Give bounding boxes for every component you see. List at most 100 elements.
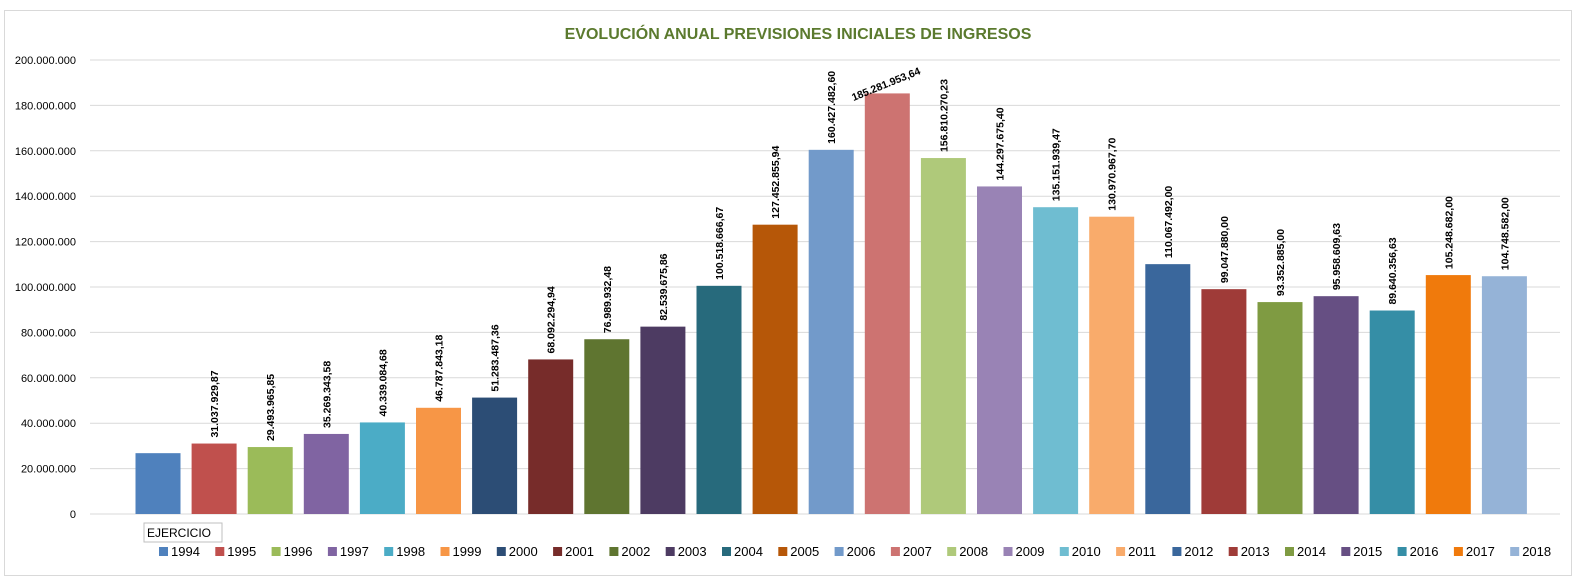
bar-2003	[640, 326, 686, 514]
legend-item-2006: 2006	[834, 544, 876, 559]
legend-label: 2011	[1128, 544, 1156, 559]
y-tick-label: 40.000.000	[21, 418, 76, 430]
legend-label: 2010	[1072, 544, 1101, 559]
legend-item-2000: 2000	[496, 544, 538, 559]
legend-swatch	[553, 547, 563, 556]
legend-item-1997: 1997	[327, 544, 369, 559]
data-label-1997: 35.269.343,58	[321, 361, 333, 428]
data-label-1998: 40.339.084,68	[377, 349, 389, 416]
legend-item-1999: 1999	[440, 544, 482, 559]
bar-1994	[135, 453, 181, 514]
legend-label: 2009	[1016, 544, 1045, 559]
legend-swatch	[1453, 547, 1463, 556]
bar-2013	[1201, 289, 1247, 514]
y-tick-label: 140.000.000	[15, 191, 76, 203]
axis-field-box[interactable]	[143, 522, 223, 543]
bar-2016	[1369, 310, 1415, 514]
legend-label: 2007	[903, 544, 932, 559]
data-label-2013: 99.047.880,00	[1219, 216, 1231, 283]
legend-label: 2006	[847, 544, 876, 559]
legend-label: 2003	[678, 544, 707, 559]
legend-label: 1997	[340, 544, 369, 559]
legend-item-1995: 1995	[215, 544, 256, 559]
legend-swatch	[609, 547, 619, 556]
legend-swatch	[1341, 547, 1351, 556]
legend-label: 2016	[1410, 544, 1439, 559]
legend-swatch	[722, 547, 731, 556]
y-tick-label: 160.000.000	[15, 146, 76, 158]
legend-label: 2004	[734, 544, 763, 559]
data-label-2004: 100.518.666,67	[714, 207, 726, 280]
y-tick-label: 0	[70, 509, 76, 521]
legend-label: 2017	[1466, 544, 1495, 559]
data-label-2000: 51.283.487,36	[490, 324, 502, 391]
data-label-2016: 89.640.356,63	[1387, 237, 1399, 304]
legend-item-2012: 2012	[1172, 544, 1213, 559]
legend-label: 1998	[396, 544, 425, 559]
legend-item-2014: 2014	[1285, 544, 1326, 559]
legend-swatch	[947, 547, 957, 556]
bar-2015	[1313, 296, 1359, 514]
data-label-2015: 95.958.609,63	[1331, 223, 1343, 290]
legend-label: 1996	[284, 544, 313, 559]
legend-swatch	[327, 547, 337, 556]
legend-item-2010: 2010	[1059, 544, 1101, 559]
bar-2007	[864, 93, 910, 514]
bar-2011	[1089, 216, 1135, 514]
bar-2008	[920, 158, 966, 514]
data-label-2006: 160.427.482,60	[826, 71, 838, 144]
legend-label: 2015	[1353, 544, 1382, 559]
legend-item-2018: 2018	[1510, 544, 1551, 559]
data-label-2014: 93.352.885,00	[1275, 229, 1287, 296]
bar-2002	[584, 339, 630, 514]
bar-2005	[752, 224, 798, 515]
y-tick-label: 80.000.000	[21, 327, 76, 339]
legend-swatch	[159, 547, 168, 556]
chart-title: EVOLUCIÓN ANUAL PREVISIONES INICIALES DE…	[565, 24, 1032, 43]
legend-item-1994: 1994	[159, 544, 200, 559]
data-label-1995: 31.037.929,87	[209, 370, 221, 437]
legend-item-2001: 2001	[553, 544, 594, 559]
legend-label: 2001	[565, 544, 594, 559]
y-tick-label: 100.000.000	[15, 282, 76, 294]
legend-swatch	[1285, 547, 1294, 556]
legend-swatch	[496, 547, 506, 556]
data-label-2001: 68.092.294,94	[546, 286, 558, 353]
legend-label: 2013	[1241, 544, 1270, 559]
legend-label: 2005	[790, 544, 819, 559]
bar-1995	[191, 443, 237, 514]
bar-2018	[1481, 276, 1527, 514]
legend: 1994 1995 1996 1997 1998 1999 2000 2001 2002 2003…	[159, 544, 1551, 559]
bar-2012	[1145, 264, 1191, 514]
chart-frame	[4, 10, 1572, 576]
y-tick-label: 20.000.000	[21, 464, 76, 476]
legend-swatch	[834, 547, 844, 556]
bars	[135, 93, 1527, 515]
bar-1997	[303, 433, 349, 514]
y-tick-label: 180.000.000	[15, 100, 76, 112]
legend-item-2009: 2009	[1003, 544, 1045, 559]
legend-item-2005: 2005	[778, 544, 819, 559]
legend-swatch	[1059, 547, 1069, 556]
legend-label: 2014	[1297, 544, 1326, 559]
axis-field-button[interactable]: EJERCICIO	[143, 522, 223, 543]
legend-item-2017: 2017	[1453, 544, 1495, 559]
legend-label: 1999	[453, 544, 482, 559]
legend-swatch	[1228, 547, 1238, 556]
legend-swatch	[215, 547, 225, 556]
legend-label: 2012	[1184, 544, 1213, 559]
bar-2014	[1257, 302, 1303, 514]
bar-1998	[359, 422, 405, 514]
data-label-1999: 46.787.843,18	[434, 334, 446, 401]
data-label-2002: 76.989.932,48	[602, 266, 614, 333]
legend-item-2015: 2015	[1341, 544, 1382, 559]
legend-swatch	[271, 547, 281, 556]
legend-item-2013: 2013	[1228, 544, 1270, 559]
legend-label: 2002	[621, 544, 650, 559]
data-label-2008: 156.810.270,23	[938, 79, 950, 152]
legend-item-2003: 2003	[665, 544, 707, 559]
legend-swatch	[1116, 547, 1126, 556]
bar-2001	[528, 359, 574, 514]
legend-item-1998: 1998	[384, 544, 425, 559]
